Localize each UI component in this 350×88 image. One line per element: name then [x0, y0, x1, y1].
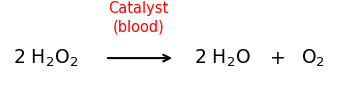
Text: O$_2$: O$_2$ [301, 47, 325, 69]
Text: 2 H$_2$O$_2$: 2 H$_2$O$_2$ [13, 47, 78, 69]
Text: +: + [270, 49, 286, 68]
Text: 2 H$_2$O: 2 H$_2$O [194, 47, 251, 69]
Text: Catalyst
(blood): Catalyst (blood) [108, 1, 168, 34]
